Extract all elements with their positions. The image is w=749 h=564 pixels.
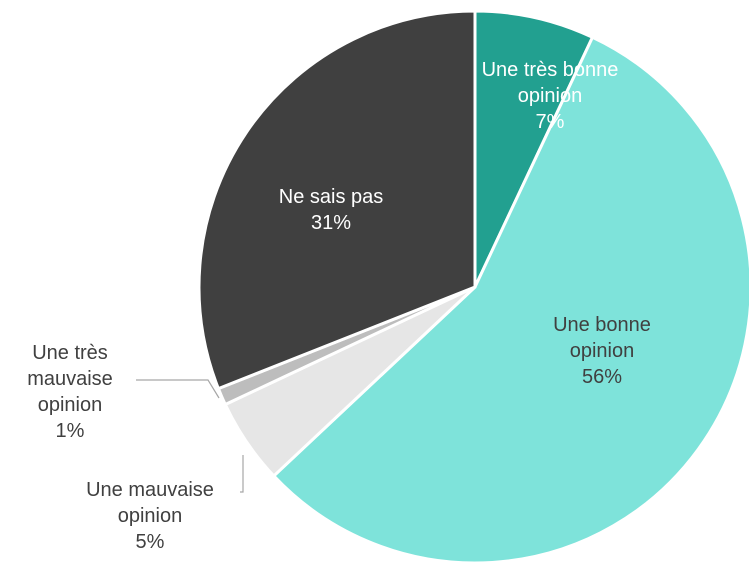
pie-slice	[197, 9, 477, 391]
value-label: 1%	[55, 420, 85, 442]
slice-label: Une mauvaise opinion 5%	[55, 477, 245, 555]
value-label: 7%	[535, 111, 565, 133]
slice-label: Ne sais pas 31%	[231, 184, 431, 236]
pie-slice	[271, 35, 749, 564]
category-label: Une bonne opinion	[553, 314, 651, 362]
category-label: Ne sais pas	[278, 186, 384, 208]
pie-slice	[473, 9, 595, 288]
slice-label: Une très mauvaise opinion 1%	[15, 340, 125, 444]
leader-line	[240, 455, 244, 493]
category-label: Une mauvaise opinion	[86, 479, 214, 527]
value-label: 31%	[310, 212, 352, 234]
value-label: 5%	[135, 531, 165, 553]
slice-label: Une très bonne opinion 7%	[465, 57, 635, 135]
value-label: 56%	[581, 366, 623, 388]
category-label: Une très mauvaise opinion	[27, 342, 113, 416]
category-label: Une très bonne opinion	[481, 59, 619, 107]
leader-line	[136, 379, 220, 399]
slice-label: Une bonne opinion 56%	[537, 312, 667, 390]
